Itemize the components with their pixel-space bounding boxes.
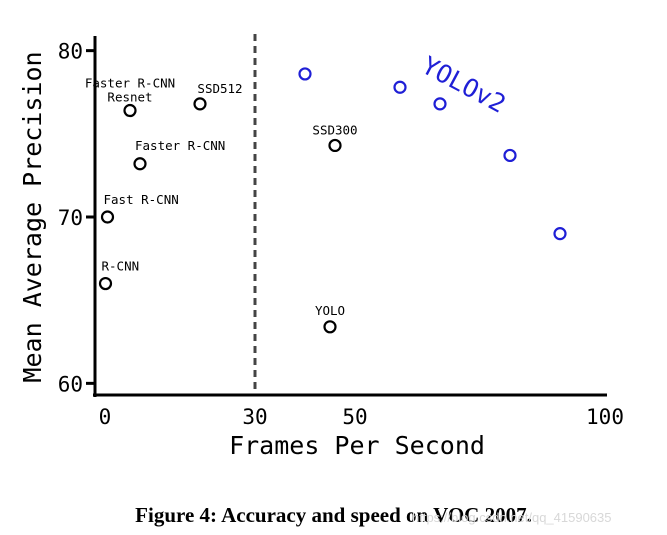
point-label: SSD300 xyxy=(312,122,357,137)
detector-point xyxy=(98,276,113,291)
x-tick-label: 100 xyxy=(586,405,624,429)
yolov2-point xyxy=(393,80,407,94)
detector-point xyxy=(323,320,337,334)
point-label: Resnet xyxy=(107,90,152,105)
figure-caption: Figure 4: Accuracy and speed on VOC 2007… xyxy=(0,503,667,528)
watermark-text: https://blog.csdn.net/qq_41590635 xyxy=(412,510,612,525)
point-label: R-CNN xyxy=(102,259,140,274)
x-axis-title: Frames Per Second xyxy=(229,431,485,460)
detector-point xyxy=(100,210,115,224)
y-tick-label: 60 xyxy=(58,372,83,396)
detector-point xyxy=(193,97,207,111)
point-label: Faster R-CNN xyxy=(135,138,225,153)
detector-point xyxy=(328,138,342,153)
yolov2-point xyxy=(553,227,567,241)
x-tick-label: 0 xyxy=(99,405,112,429)
y-axis-title: Mean Average Precision xyxy=(18,51,47,382)
point-label: SSD512 xyxy=(197,81,242,96)
detector-point xyxy=(123,103,137,118)
yolov2-annotation: YOLOv2 xyxy=(417,51,510,119)
detector-point xyxy=(133,157,147,171)
yolov2-point xyxy=(298,67,312,81)
x-tick-label: 30 xyxy=(242,405,267,429)
x-tick-label: 50 xyxy=(342,405,367,429)
point-label: YOLO xyxy=(315,303,345,318)
caption-label: Figure 4: xyxy=(135,503,218,527)
point-label: Fast R-CNN xyxy=(104,192,179,207)
point-label: Faster R-CNN xyxy=(85,76,175,91)
scatter-chart: 60 70 80 0 30 50 100 R-CNN Fast R-CNN Faster R-C… xyxy=(18,34,624,460)
y-tick-label: 70 xyxy=(58,206,83,230)
yolov2-point xyxy=(503,148,517,163)
y-tick-label: 80 xyxy=(58,40,83,64)
yolov2-point xyxy=(433,97,447,111)
caption-text: Accuracy and speed on VOC 2007. xyxy=(221,503,532,527)
